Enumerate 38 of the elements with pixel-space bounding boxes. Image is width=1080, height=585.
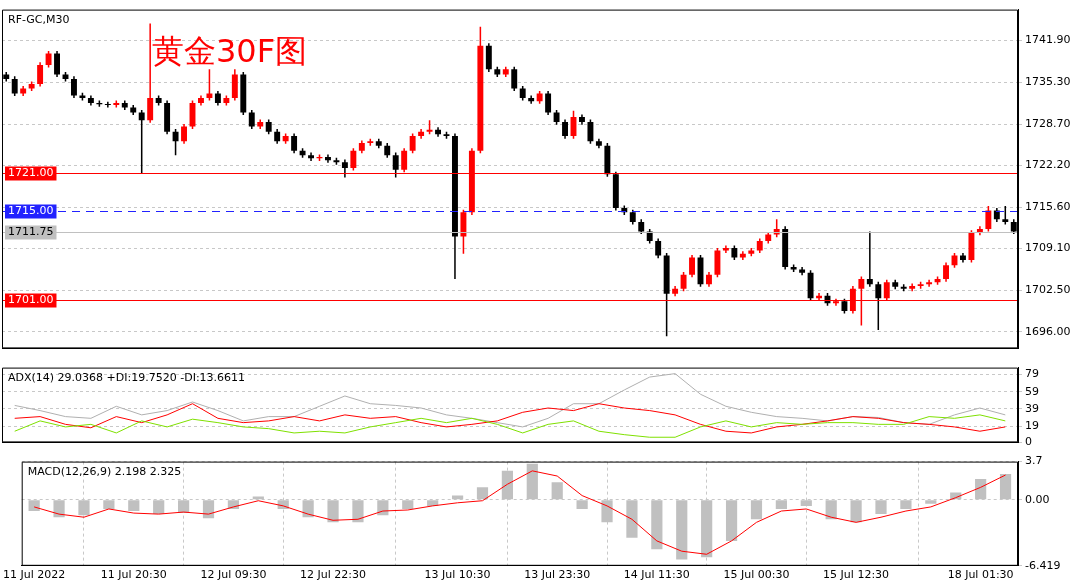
candlestick	[528, 95, 535, 104]
chart-title: ADX(14) 29.0368 +DI:19.7520 -DI:13.6611	[8, 370, 246, 384]
y-tick-label: 39	[1025, 401, 1039, 415]
x-tick-label: 11 Jul 20:30	[100, 568, 167, 582]
candlestick	[147, 23, 154, 123]
y-tick-label: 0	[1025, 435, 1032, 449]
y-tick-label: 19	[1025, 418, 1039, 432]
y-tick-label: 59	[1025, 384, 1039, 398]
y-tick-label: 1728.70	[1025, 116, 1071, 130]
y-tick-label: 1741.90	[1025, 32, 1071, 46]
x-tick-label: 13 Jul 23:30	[524, 568, 591, 582]
y-tick-label: 1709.10	[1025, 241, 1071, 255]
y-tick-label: 1696.00	[1025, 324, 1071, 338]
y-tick-label: 1722.20	[1025, 158, 1071, 172]
y-tick-label: 79	[1025, 367, 1039, 381]
ref-line-label: 1701.00	[8, 293, 54, 307]
x-tick-label: 12 Jul 22:30	[300, 568, 367, 582]
ref-line-label: 1715.00	[8, 204, 54, 218]
ref-line-label: 1711.75	[8, 225, 54, 239]
chart-title: MACD(12,26,9) 2.198 2.325	[27, 464, 182, 478]
x-tick-label: 18 Jul 01:30	[947, 568, 1014, 582]
chart-title: RF-GC,M30	[8, 12, 70, 26]
x-tick-label: 15 Jul 00:30	[723, 568, 790, 582]
x-tick-label: 12 Jul 09:30	[200, 568, 267, 582]
y-tick-label: 1702.50	[1025, 283, 1071, 297]
y-tick-label: 1715.60	[1025, 200, 1071, 214]
y-tick-label: 0.00	[1025, 492, 1050, 506]
ref-line-label: 1721.00	[8, 166, 54, 180]
y-tick-label: 3.7	[1025, 454, 1043, 468]
x-tick-label: 15 Jul 12:30	[823, 568, 890, 582]
y-tick-label: -6.419	[1025, 558, 1061, 572]
candlestick	[926, 279, 933, 287]
x-tick-label: 14 Jul 11:30	[623, 568, 690, 582]
x-tick-label: 11 Jul 2022	[3, 568, 66, 582]
x-tick-label: 13 Jul 10:30	[424, 568, 491, 582]
annotation: 黄金30F图	[152, 31, 308, 70]
y-tick-label: 1735.30	[1025, 74, 1071, 88]
candlestick	[866, 231, 873, 287]
